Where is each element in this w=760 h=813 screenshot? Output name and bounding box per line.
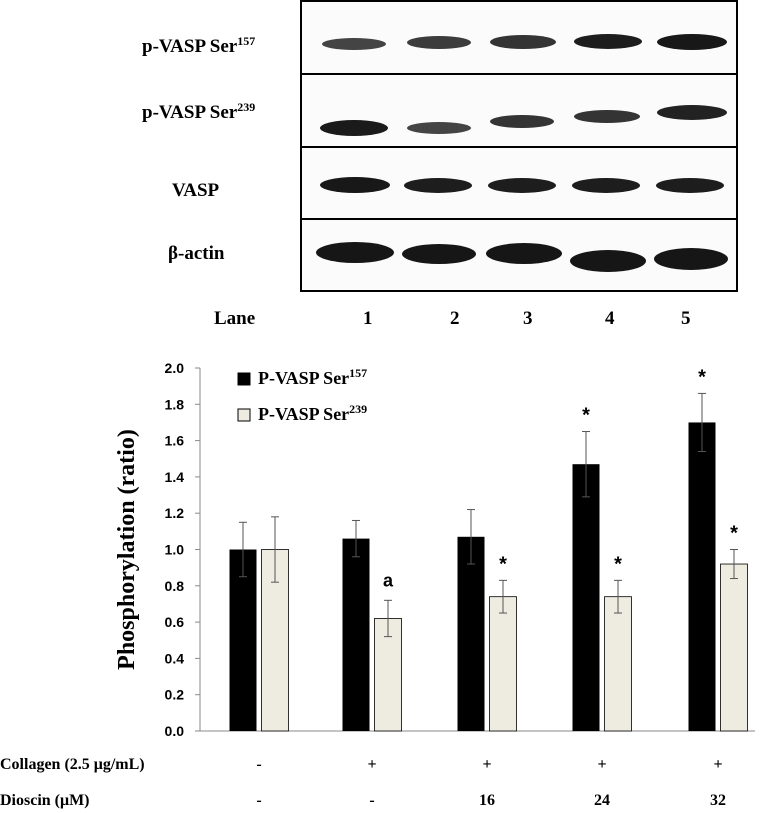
blot-band bbox=[404, 178, 472, 193]
significance-marker: * bbox=[698, 366, 706, 388]
significance-marker: a bbox=[383, 570, 394, 590]
blot-band bbox=[654, 248, 728, 270]
blot-band bbox=[572, 178, 640, 193]
y-tick-label: 0.0 bbox=[165, 723, 185, 739]
phosphorylation-bar-chart: 0.0 0.2 0.4 0.6 0.8 1.0 1.2 1.4 1.6 1.8 2.0 Phospho… bbox=[114, 360, 755, 739]
y-tick-label: 0.4 bbox=[165, 650, 185, 666]
blot-band bbox=[490, 35, 556, 49]
blot-band bbox=[657, 105, 727, 120]
bar bbox=[572, 464, 600, 731]
legend-swatch bbox=[237, 372, 251, 386]
y-tick-label: 0.2 bbox=[165, 687, 185, 703]
dioscin-label: Dioscin (μM) bbox=[0, 792, 90, 809]
bar bbox=[489, 596, 517, 732]
y-tick-label: 1.0 bbox=[165, 542, 185, 558]
blot-band bbox=[490, 115, 554, 128]
lane-number: 1 bbox=[363, 308, 373, 329]
y-tick-label: 1.6 bbox=[165, 433, 185, 449]
significance-marker: * bbox=[582, 405, 590, 427]
dioscin-value: - bbox=[369, 792, 375, 809]
blot-band bbox=[320, 177, 390, 193]
dioscin-value: 24 bbox=[594, 792, 610, 809]
blot-band bbox=[570, 250, 646, 272]
collagen-value: - bbox=[256, 756, 262, 773]
collagen-value: + bbox=[367, 756, 377, 773]
blot-band bbox=[488, 178, 556, 193]
bar bbox=[374, 618, 402, 732]
y-axis-title: Phosphorylation (ratio) bbox=[114, 429, 140, 670]
dioscin-value: 32 bbox=[710, 792, 726, 809]
legend-swatch bbox=[237, 408, 251, 422]
bar bbox=[229, 549, 257, 731]
bar bbox=[720, 563, 748, 732]
bar bbox=[342, 538, 370, 731]
collagen-value: + bbox=[713, 756, 723, 773]
blot-band bbox=[486, 243, 562, 264]
blot-label-sup: 157 bbox=[237, 34, 256, 48]
collagen-value: + bbox=[597, 756, 607, 773]
significance-marker: * bbox=[730, 523, 738, 545]
lane-label: Lane bbox=[214, 308, 256, 329]
blot-label-text: p-VASP Ser bbox=[142, 102, 238, 123]
collagen-label: Collagen (2.5 μg/mL) bbox=[0, 756, 145, 773]
y-tick-label: 2.0 bbox=[165, 360, 185, 376]
blot-label-text: β-actin bbox=[168, 243, 225, 264]
blot-label-pvasp239: p-VASP Ser239 bbox=[142, 100, 255, 124]
dioscin-value: - bbox=[256, 792, 262, 809]
legend-label: P-VASP Ser157 bbox=[258, 366, 367, 388]
lane-number: 5 bbox=[681, 308, 691, 329]
y-tick-label: 0.6 bbox=[165, 614, 185, 630]
significance-marker: * bbox=[499, 553, 507, 575]
bar bbox=[457, 536, 485, 731]
dioscin-value: 16 bbox=[479, 792, 495, 809]
blot-band bbox=[574, 34, 642, 49]
blot-panel-beta-actin bbox=[300, 218, 738, 292]
blot-label-beta-actin: β-actin bbox=[168, 243, 224, 265]
legend-label: P-VASP Ser239 bbox=[258, 402, 367, 424]
y-tick-label: 1.4 bbox=[165, 469, 185, 485]
collagen-value: + bbox=[482, 756, 492, 773]
blot-panel-pvasp239 bbox=[300, 73, 738, 149]
significance-marker: * bbox=[614, 553, 622, 575]
lane-number: 4 bbox=[605, 308, 615, 329]
y-tick-label: 0.8 bbox=[165, 578, 185, 594]
blot-band bbox=[657, 34, 727, 50]
blot-band bbox=[320, 120, 388, 136]
blot-band bbox=[407, 122, 471, 134]
blot-panel-vasp bbox=[300, 146, 738, 220]
bar bbox=[604, 596, 632, 732]
blot-band bbox=[407, 36, 471, 49]
y-tick-label: 1.2 bbox=[165, 505, 185, 521]
lane-number: 2 bbox=[450, 308, 460, 329]
blot-band bbox=[316, 242, 394, 263]
blot-label-text: VASP bbox=[172, 180, 220, 201]
lane-number: 3 bbox=[523, 308, 533, 329]
blot-label-text: p-VASP Ser bbox=[142, 36, 238, 57]
blot-label-pvasp157: p-VASP Ser157 bbox=[142, 34, 255, 58]
blot-band bbox=[656, 178, 724, 193]
blot-band bbox=[574, 110, 640, 123]
blot-band bbox=[402, 244, 476, 264]
bar bbox=[688, 422, 716, 731]
blot-label-vasp: VASP bbox=[172, 180, 219, 202]
blot-band bbox=[322, 38, 386, 50]
blot-label-sup: 239 bbox=[237, 100, 256, 114]
y-tick-label: 1.8 bbox=[165, 396, 185, 412]
